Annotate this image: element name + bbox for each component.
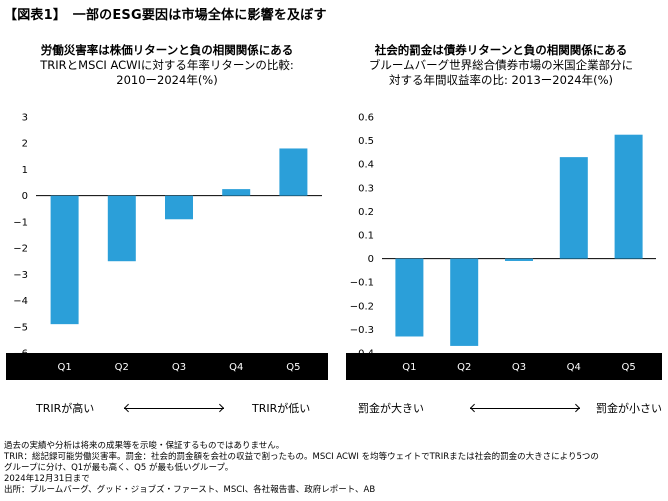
bar-q3 <box>505 258 533 261</box>
y-tick-label: 0.2 <box>358 207 374 218</box>
y-tick-label: −0.2 <box>350 301 374 312</box>
left-end-label: 罰金が大きい <box>358 402 424 415</box>
x-tick-label: Q3 <box>512 362 526 373</box>
footnote-line: TRIR：総記録可能労働災害率。罰金：社会的罰金額を会社の収益で割ったもの。MS… <box>4 452 599 462</box>
x-tick-label: Q4 <box>567 362 581 373</box>
y-tick-label: 0.5 <box>358 136 374 147</box>
y-tick-label: −1 <box>13 217 28 228</box>
x-tick-label: Q3 <box>172 362 186 373</box>
y-tick-label: −4 <box>13 296 28 307</box>
double-arrow-icon <box>124 408 224 409</box>
x-tick-label: Q5 <box>286 362 300 373</box>
bar-q2 <box>107 195 136 262</box>
bar-q5 <box>279 148 308 196</box>
chart-subtitle-line2: 対する年間収益率の比: 2013ー2024年(%) <box>389 73 613 87</box>
x-tick-label: Q4 <box>229 362 243 373</box>
y-tick-label: −0.3 <box>350 325 374 336</box>
footnote-line: 過去の実績や分析は将来の成果等を示唆・保証するものではありません。 <box>4 441 285 451</box>
chart-panel-fines: 社会的罰金は債券リターンと負の相関関係にある ブルームバーグ世界総合債券市場の米… <box>334 40 668 420</box>
y-tick-label: 0 <box>368 254 374 265</box>
x-tick-label: Q2 <box>115 362 129 373</box>
y-tick-label: 3 <box>22 113 28 124</box>
footnote-line: 2024年12月31日まで <box>4 474 90 484</box>
chart-subtitle-line1: ブルームバーグ世界総合債券市場の米国企業部分に <box>368 58 634 72</box>
y-tick-label: −3 <box>13 270 28 281</box>
right-end-label: TRIRが低い <box>252 402 311 415</box>
x-tick-label: Q5 <box>621 362 635 373</box>
y-tick-label: −2 <box>13 244 28 255</box>
y-tick-label: 0.6 <box>358 113 374 124</box>
x-tick-label: Q1 <box>57 362 71 373</box>
left-end-label: TRIRが高い <box>36 402 95 415</box>
chart-subtitle-line2: 2010ー2024年(%) <box>116 73 218 87</box>
bar-q1 <box>50 195 79 325</box>
bar-q5 <box>614 134 643 259</box>
bar-q1 <box>395 258 424 337</box>
double-arrow-icon <box>470 408 580 409</box>
y-tick-label: 2 <box>22 139 28 150</box>
bar-q4 <box>559 157 588 259</box>
y-tick-label: 0.3 <box>358 183 374 194</box>
x-tick-label: Q2 <box>457 362 471 373</box>
chart-title-main: 社会的罰金は債券リターンと負の相関関係にある <box>374 43 628 57</box>
bar-q3 <box>165 195 193 220</box>
footnote-line: 出所：ブルームバーグ、グッド・ジョブズ・ファースト、MSCI、各社報告書、政府レ… <box>4 485 376 495</box>
y-tick-label: 0 <box>22 191 28 202</box>
x-tick-label: Q1 <box>402 362 416 373</box>
y-tick-label: −0.1 <box>350 278 374 289</box>
y-tick-label: 1 <box>22 165 28 176</box>
right-end-label: 罰金が小さい <box>596 402 662 415</box>
bar-q2 <box>450 258 479 346</box>
footnote-line: グループに分け、Q1が最も高く、Q5 が最も低いグループ。 <box>4 463 234 473</box>
bar-q4 <box>222 189 251 196</box>
figure-title: 【図表1】 一部のESG要因は市場全体に影響を及ぼす <box>4 8 327 23</box>
chart-panel-trir: 労働災害率は株価リターンと負の相関関係にある TRIRとMSCI ACWIに対す… <box>0 40 334 420</box>
chart-title: 社会的罰金は債券リターンと負の相関関係にある ブルームバーグ世界総合債券市場の米… <box>334 43 668 88</box>
chart-title: 労働災害率は株価リターンと負の相関関係にある TRIRとMSCI ACWIに対す… <box>0 43 334 88</box>
chart-subtitle-line1: TRIRとMSCI ACWIに対する年率リターンの比較: <box>40 58 294 72</box>
chart-title-main: 労働災害率は株価リターンと負の相関関係にある <box>40 43 294 57</box>
bar-chart-fines: 0.60.50.40.30.20.10−0.1−0.2−0.3−0.4Q1Q2Q… <box>346 113 662 380</box>
y-tick-label: 0.4 <box>358 160 374 171</box>
footnotes: 過去の実績や分析は将来の成果等を示唆・保証するものではありません。 TRIR：総… <box>4 441 664 496</box>
y-tick-label: −5 <box>13 322 28 333</box>
category-band <box>6 353 328 380</box>
y-tick-label: 0.1 <box>358 231 374 242</box>
category-band <box>346 353 662 380</box>
